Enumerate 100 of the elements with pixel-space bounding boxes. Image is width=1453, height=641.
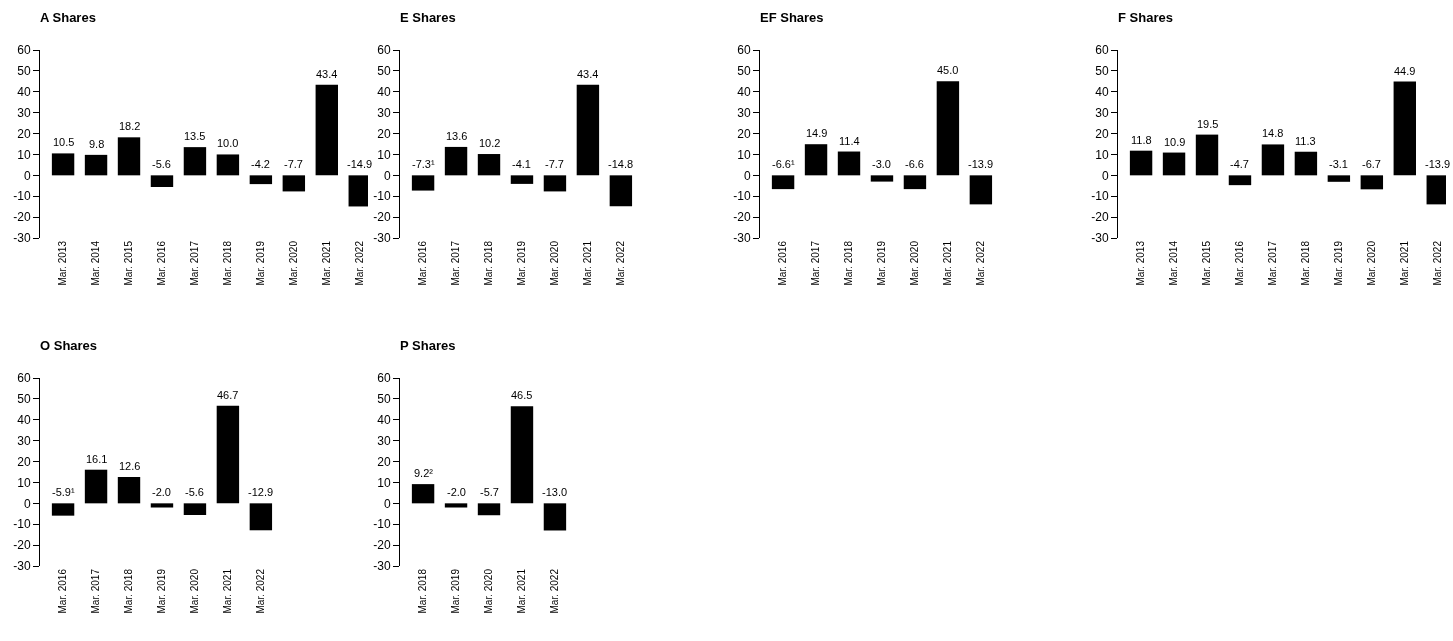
- y-tick-label: -20: [373, 210, 391, 225]
- bar: [411, 484, 435, 504]
- x-tick-label: Mar. 2021: [321, 240, 333, 286]
- bar: [969, 175, 993, 205]
- y-tick-label: 10: [377, 147, 391, 162]
- x-tick-label: Mar. 2016: [57, 568, 69, 614]
- y-tick-label: 40: [377, 84, 391, 99]
- y-tick-label: 0: [1101, 168, 1109, 183]
- y-tick-label: -20: [733, 210, 751, 225]
- y-tick-label: 10: [1095, 147, 1109, 162]
- x-tick-label: Mar. 2019: [255, 240, 267, 286]
- x-tick-label: Mar. 2017: [90, 568, 102, 614]
- y-tick-label: 0: [383, 496, 391, 511]
- y-tick-label: 60: [1095, 43, 1109, 58]
- y-tick-label: 0: [383, 168, 391, 183]
- y-tick-label: -10: [733, 189, 751, 204]
- bar: [477, 154, 501, 176]
- x-tick-label: Mar. 2019: [450, 568, 462, 614]
- x-tick-label: Mar. 2016: [156, 240, 168, 286]
- y-tick-label: 40: [17, 412, 31, 427]
- y-tick-label: 0: [23, 496, 31, 511]
- bar: [1195, 134, 1219, 176]
- data-label: 13.6: [446, 130, 468, 142]
- bar: [183, 503, 207, 516]
- y-tick-label: -30: [1091, 231, 1109, 246]
- bar: [1228, 175, 1252, 186]
- y-tick-label: 20: [377, 126, 391, 141]
- y-tick-label: -20: [373, 538, 391, 553]
- y-tick-label: 40: [737, 84, 751, 99]
- x-tick-label: Mar. 2019: [516, 240, 528, 286]
- bar: [84, 469, 108, 504]
- x-tick-label: Mar. 2017: [810, 240, 822, 286]
- bar: [1162, 152, 1186, 176]
- data-label: -13.9: [968, 158, 994, 170]
- chart-title: P Shares: [400, 337, 456, 353]
- y-tick-label: -10: [13, 189, 31, 204]
- bar: [1129, 150, 1153, 176]
- y-tick-label: 50: [17, 392, 31, 407]
- y-tick-label: 20: [1095, 126, 1109, 141]
- x-tick-label: Mar. 2021: [1399, 240, 1411, 286]
- bar: [771, 175, 795, 190]
- data-label: 10.5: [53, 136, 75, 148]
- x-tick-label: Mar. 2019: [156, 568, 168, 614]
- data-label: -14.8: [608, 158, 634, 170]
- bar: [282, 175, 306, 192]
- x-tick-label: Mar. 2017: [450, 240, 462, 286]
- y-tick-label: 30: [737, 105, 751, 120]
- data-label: -12.9: [248, 486, 274, 498]
- data-label: -4.1: [512, 158, 531, 170]
- data-label: -4.2: [251, 158, 270, 170]
- bar: [1294, 151, 1318, 176]
- bar: [84, 154, 108, 176]
- chart-title: F Shares: [1118, 9, 1173, 25]
- data-label: -3.1: [1329, 158, 1348, 170]
- bar: [609, 175, 633, 207]
- x-tick-label: Mar. 2018: [222, 240, 234, 286]
- bar: [837, 151, 861, 176]
- x-tick-label: Mar. 2018: [843, 240, 855, 286]
- bar: [444, 146, 468, 176]
- y-tick-label: 60: [17, 43, 31, 58]
- data-label: 12.6: [119, 460, 141, 472]
- y-tick-label: 60: [17, 371, 31, 386]
- x-tick-label: Mar. 2021: [222, 568, 234, 614]
- data-label: -6.7: [1362, 158, 1381, 170]
- bar: [1393, 81, 1416, 176]
- data-label: -7.7: [284, 158, 303, 170]
- bar: [117, 477, 141, 504]
- y-tick-label: 40: [1095, 84, 1109, 99]
- bar: [249, 503, 273, 531]
- y-tick-label: 30: [377, 433, 391, 448]
- chart-title: O Shares: [40, 337, 98, 353]
- data-label: -13.0: [542, 486, 568, 498]
- x-tick-label: Mar. 2021: [942, 240, 954, 286]
- bar: [51, 503, 75, 516]
- data-label: -3.0: [872, 158, 891, 170]
- x-tick-label: Mar. 2022: [1432, 240, 1444, 286]
- data-label: 14.8: [1262, 127, 1284, 139]
- y-tick-label: 50: [1095, 64, 1109, 79]
- y-tick-label: 40: [377, 412, 391, 427]
- x-tick-label: Mar. 2020: [483, 568, 495, 614]
- x-tick-label: Mar. 2020: [909, 240, 921, 286]
- data-label: 10.0: [217, 137, 239, 149]
- x-tick-label: Mar. 2022: [549, 568, 561, 614]
- y-tick-label: 10: [737, 147, 751, 162]
- bar: [543, 503, 567, 531]
- data-label: -6.6: [905, 158, 924, 170]
- x-tick-label: Mar. 2016: [777, 240, 789, 286]
- bar: [1261, 144, 1285, 176]
- y-tick-label: 20: [17, 126, 31, 141]
- x-tick-label: Mar. 2021: [516, 568, 528, 614]
- y-tick-label: 60: [377, 43, 391, 58]
- bar: [411, 175, 435, 191]
- x-tick-label: Mar. 2017: [1267, 240, 1279, 286]
- x-tick-label: Mar. 2013: [57, 240, 69, 286]
- y-tick-label: 10: [17, 475, 31, 490]
- data-label: -6.6¹: [772, 158, 795, 170]
- data-label: -5.9¹: [52, 486, 75, 498]
- y-tick-label: -20: [1091, 210, 1109, 225]
- y-tick-label: -10: [13, 517, 31, 532]
- y-tick-label: 60: [737, 43, 751, 58]
